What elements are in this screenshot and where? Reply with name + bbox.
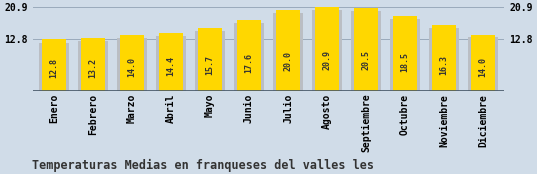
Text: 18.5: 18.5 — [401, 52, 410, 72]
Bar — [430, 28, 459, 91]
Text: 17.6: 17.6 — [244, 53, 253, 73]
Bar — [390, 19, 419, 91]
Bar — [78, 41, 107, 91]
Text: 20.0: 20.0 — [284, 51, 293, 71]
Bar — [81, 38, 105, 91]
Bar — [234, 23, 264, 91]
Bar — [159, 33, 183, 91]
Bar — [471, 35, 495, 91]
Bar — [120, 35, 144, 91]
Bar — [156, 36, 186, 91]
Bar — [118, 38, 147, 91]
Bar — [468, 37, 498, 91]
Bar — [195, 31, 224, 91]
Bar — [273, 13, 303, 91]
Bar — [315, 7, 339, 91]
Text: 13.2: 13.2 — [89, 58, 98, 78]
Text: 16.3: 16.3 — [439, 54, 448, 74]
Bar — [354, 9, 378, 91]
Text: 20.9: 20.9 — [323, 50, 331, 70]
Bar — [277, 10, 300, 91]
Text: 14.4: 14.4 — [166, 56, 176, 76]
Bar — [42, 39, 66, 91]
Text: 20.5: 20.5 — [361, 50, 371, 70]
Bar — [313, 10, 342, 91]
Bar — [39, 43, 69, 91]
Bar — [432, 25, 456, 91]
Text: Temperaturas Medias en franqueses del valles les: Temperaturas Medias en franqueses del va… — [32, 159, 374, 172]
Text: 14.0: 14.0 — [478, 57, 488, 77]
Bar — [351, 11, 381, 91]
Text: 12.8: 12.8 — [49, 58, 59, 78]
Bar — [198, 28, 222, 91]
Text: 15.7: 15.7 — [206, 55, 214, 75]
Bar — [393, 17, 417, 91]
Bar — [237, 20, 260, 91]
Text: 14.0: 14.0 — [127, 57, 136, 77]
